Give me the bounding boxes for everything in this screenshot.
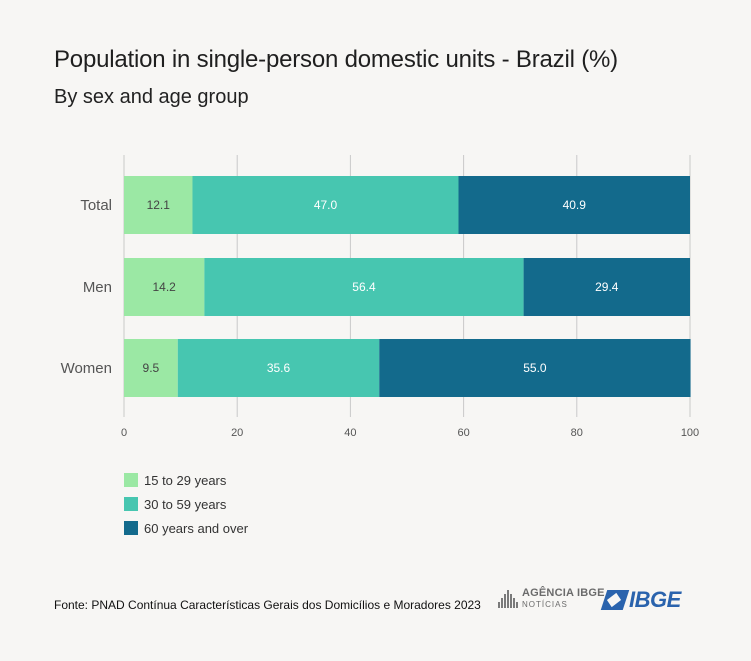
legend-label-30-59: 30 to 59 years [144, 496, 227, 512]
bar-segment [204, 258, 524, 316]
chart-title: Population in single-person domestic uni… [54, 46, 618, 73]
legend: 15 to 29 years 30 to 59 years 60 years a… [124, 468, 248, 540]
ibge-logo-text: IBGE [629, 587, 681, 612]
legend-swatch-30-59 [124, 497, 138, 511]
bar-segment [177, 339, 380, 397]
data-label: 9.5 [143, 361, 160, 375]
agencia-logo-line1: AGÊNCIA IBGE [522, 587, 605, 599]
bar-segment [379, 339, 691, 397]
agencia-ibge-logo: AGÊNCIA IBGE NOTÍCIAS [498, 588, 605, 609]
ibge-mark-icon [600, 590, 630, 610]
bar-segment [523, 258, 690, 316]
x-tick-label: 80 [571, 427, 583, 439]
legend-swatch-15-29 [124, 473, 138, 487]
bar-mark-icon [498, 589, 518, 608]
data-label: 14.2 [153, 280, 177, 294]
data-label: 35.6 [267, 361, 291, 375]
source-note: Fonte: PNAD Contínua Características Ger… [54, 598, 481, 612]
bar-segment [124, 176, 193, 234]
data-label: 40.9 [563, 198, 587, 212]
bar-segment [124, 258, 205, 316]
x-tick-label: 100 [681, 427, 699, 439]
x-tick-label: 40 [344, 427, 356, 439]
data-label: 55.0 [523, 361, 547, 375]
ibge-logo: IBGE [600, 587, 681, 613]
category-label: Men [83, 279, 112, 296]
bar-segment [124, 339, 178, 397]
legend-item-15-29: 15 to 29 years [124, 468, 248, 492]
bar-segment [458, 176, 690, 234]
category-label: Women [61, 360, 112, 377]
bar-segment [192, 176, 459, 234]
stacked-bar-chart: 0 20 40 60 80 100 Total 12.1 47.0 40.9 Men 14.2 56.4… [61, 155, 699, 439]
x-tick-label: 20 [231, 427, 243, 439]
data-label: 12.1 [147, 198, 171, 212]
legend-label-60-over: 60 years and over [144, 520, 249, 536]
data-label: 47.0 [314, 198, 338, 212]
legend-swatch-60-over [124, 521, 138, 535]
agencia-logo-line2: NOTÍCIAS [522, 600, 568, 609]
x-tick-label: 0 [121, 427, 127, 439]
data-label: 56.4 [352, 280, 376, 294]
legend-label-15-29: 15 to 29 years [144, 472, 227, 488]
category-label: Total [80, 197, 112, 214]
x-tick-label: 60 [457, 427, 469, 439]
legend-item-30-59: 30 to 59 years [124, 492, 248, 516]
data-label: 29.4 [595, 280, 619, 294]
legend-item-60-over: 60 years and over [124, 516, 248, 540]
chart-subtitle: By sex and age group [54, 86, 249, 108]
